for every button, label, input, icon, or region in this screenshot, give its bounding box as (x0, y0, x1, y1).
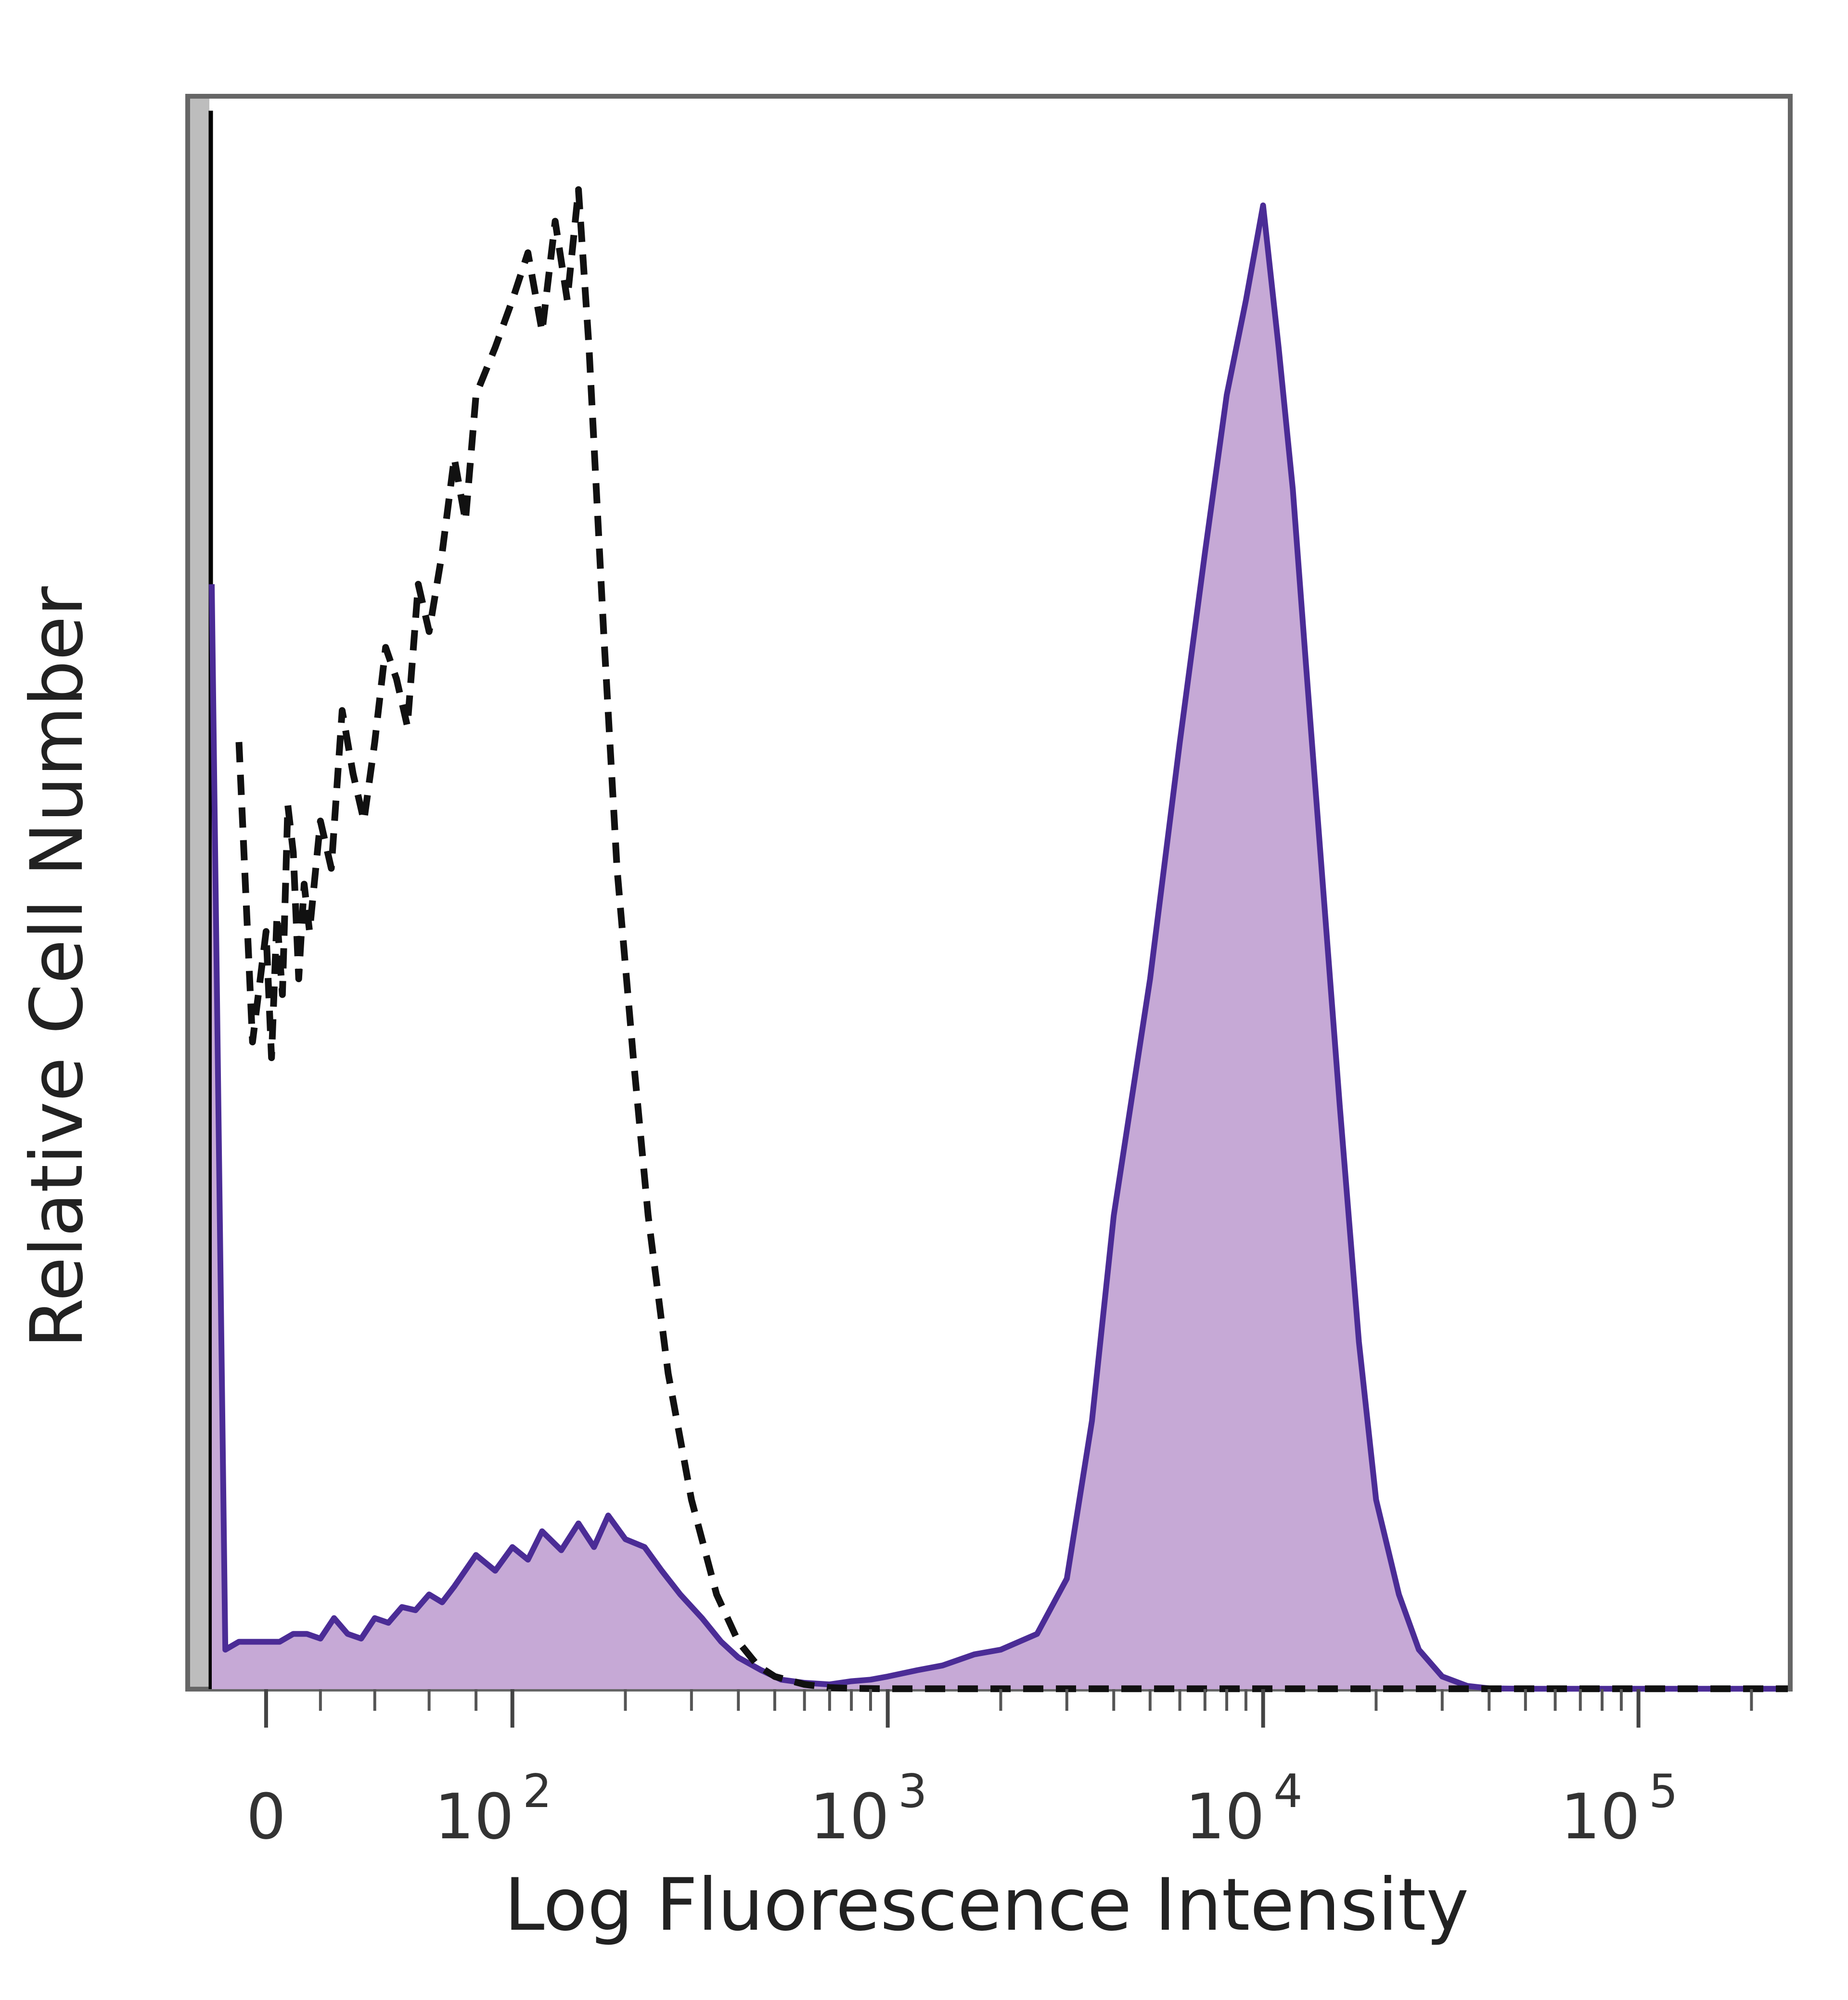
plot-frame (185, 94, 1793, 1692)
series-1-line (235, 186, 1788, 1692)
x-tick-label-0: 0 (246, 1780, 286, 1853)
y-axis-label: Relative Cell Number (15, 586, 99, 1348)
x-tick-label-4: 10 5 (1561, 1765, 1678, 1853)
left-axis-band (190, 99, 209, 1687)
x-tick-label-2: 10 3 (810, 1765, 927, 1853)
x-axis-label: Log Fluorescence Intensity (504, 1863, 1469, 1947)
x-tick-label-3: 10 4 (1185, 1765, 1303, 1853)
x-tick-label-1: 10 2 (435, 1765, 552, 1853)
